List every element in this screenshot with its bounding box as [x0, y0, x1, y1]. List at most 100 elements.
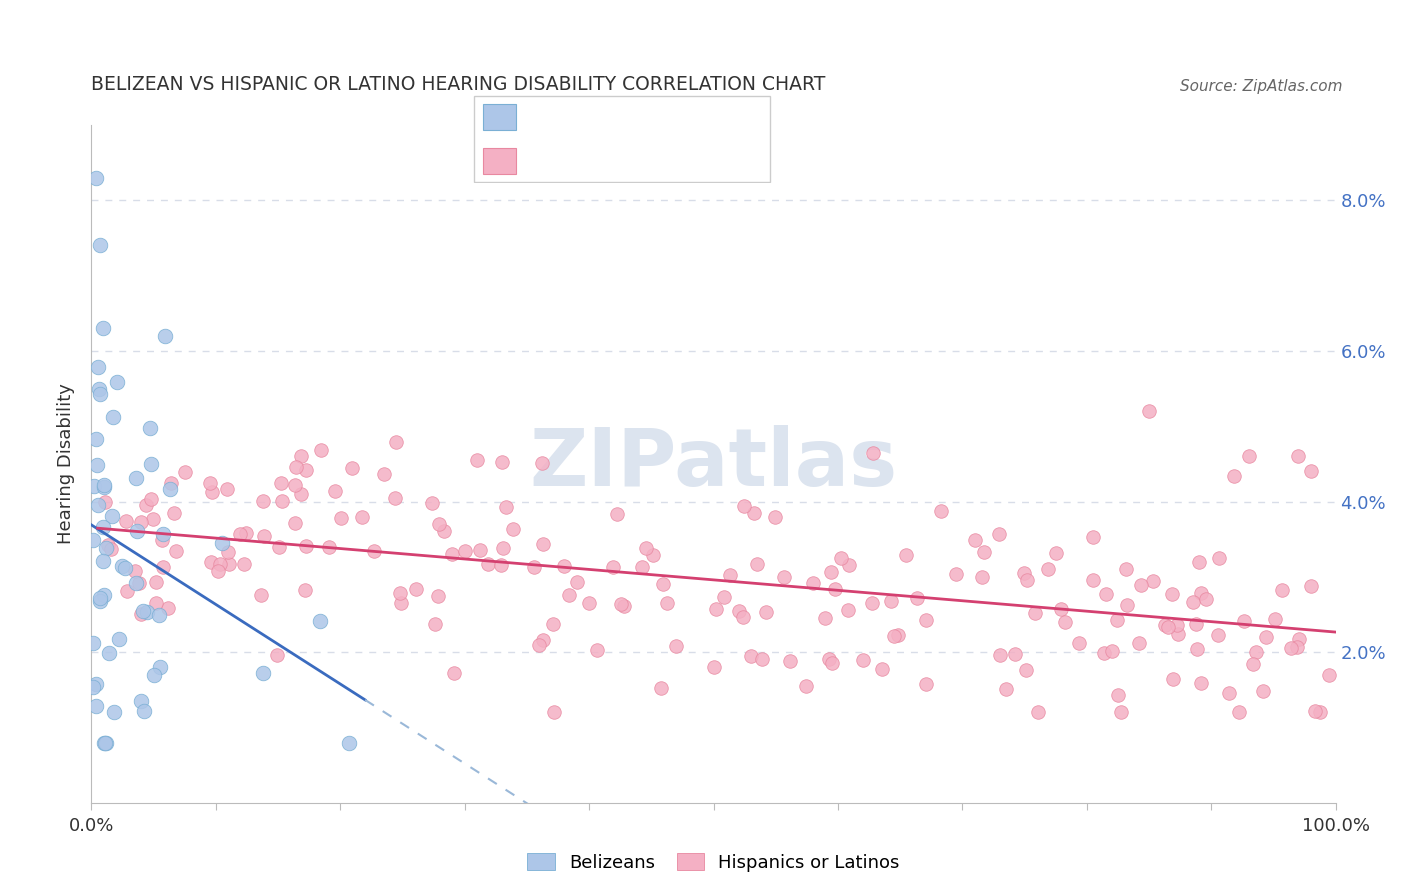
Point: [945, 566, 967, 581]
Point: [915, 677, 938, 691]
Point: [252, 494, 274, 508]
Text: -0.399: -0.399: [586, 152, 645, 169]
Point: [1241, 657, 1264, 672]
Text: N =: N =: [657, 152, 693, 169]
Point: [96, 735, 118, 749]
Point: [215, 482, 238, 496]
Point: [89, 594, 111, 608]
Point: [363, 544, 385, 558]
Point: [87, 382, 110, 396]
Point: [427, 517, 450, 532]
Point: [1181, 595, 1204, 609]
Point: [389, 596, 412, 610]
Point: [207, 565, 229, 579]
Point: [101, 409, 124, 424]
Point: [91, 321, 114, 335]
Point: [1185, 642, 1208, 657]
Point: [531, 633, 554, 648]
Text: N =: N =: [657, 108, 693, 126]
Point: [266, 648, 288, 663]
Point: [1153, 618, 1175, 632]
Point: [1286, 450, 1309, 464]
Point: [578, 595, 600, 609]
Point: [115, 514, 138, 528]
Point: [665, 639, 688, 653]
Point: [1115, 561, 1137, 575]
Point: [994, 681, 1017, 696]
Point: [651, 576, 673, 591]
Point: [613, 599, 636, 614]
Point: [1105, 613, 1128, 627]
Point: [567, 575, 589, 590]
Point: [388, 586, 411, 600]
Text: ZIPatlas: ZIPatlas: [530, 425, 897, 503]
Point: [285, 460, 308, 475]
Point: [586, 643, 609, 657]
Point: [131, 693, 153, 707]
Point: [1050, 602, 1073, 616]
Point: [1309, 706, 1331, 720]
Point: [93, 477, 115, 491]
Point: [1166, 618, 1188, 632]
Point: [1227, 706, 1250, 720]
Point: [1157, 619, 1180, 633]
Point: [755, 605, 778, 619]
Point: [1223, 469, 1246, 483]
Point: [468, 543, 491, 558]
Point: [1285, 640, 1308, 654]
Point: [1189, 586, 1212, 600]
Point: [1129, 578, 1152, 592]
Point: [896, 548, 918, 562]
Point: [148, 608, 170, 623]
Point: [97, 646, 120, 660]
Point: [125, 576, 148, 591]
Point: [650, 681, 672, 696]
Point: [174, 465, 197, 479]
Point: [427, 589, 450, 603]
Point: [1115, 598, 1137, 612]
Point: [606, 508, 628, 522]
Point: [253, 529, 276, 543]
Point: [267, 541, 290, 555]
Point: [733, 500, 755, 514]
Point: [155, 329, 177, 343]
Point: [94, 541, 117, 555]
Point: [1109, 706, 1132, 720]
Point: [728, 604, 751, 618]
Point: [100, 542, 122, 557]
Point: [492, 541, 515, 555]
Point: [89, 387, 111, 401]
Point: [82, 533, 104, 548]
Point: [931, 504, 953, 518]
Point: [1317, 668, 1340, 682]
Point: [337, 735, 360, 749]
Point: [751, 652, 773, 666]
Point: [105, 375, 128, 389]
Point: [91, 554, 114, 568]
Point: [801, 575, 824, 590]
Point: [128, 576, 150, 591]
Point: [643, 548, 665, 562]
Point: [1301, 579, 1323, 593]
Point: [131, 605, 153, 619]
Point: [162, 506, 184, 520]
Point: [1015, 573, 1038, 587]
Point: [1305, 704, 1327, 718]
Point: [208, 557, 231, 571]
Point: [290, 449, 312, 463]
Point: [91, 520, 114, 534]
Point: [82, 636, 104, 650]
Point: [139, 492, 162, 507]
Text: 0.087: 0.087: [586, 108, 638, 126]
Point: [477, 557, 499, 571]
Point: [704, 602, 727, 616]
Point: [821, 656, 844, 670]
Point: [818, 652, 841, 666]
Point: [218, 558, 240, 572]
Point: [384, 434, 406, 449]
Point: [915, 613, 938, 627]
Point: [713, 591, 735, 605]
Point: [541, 617, 564, 632]
Point: [84, 677, 107, 691]
FancyBboxPatch shape: [474, 96, 770, 182]
